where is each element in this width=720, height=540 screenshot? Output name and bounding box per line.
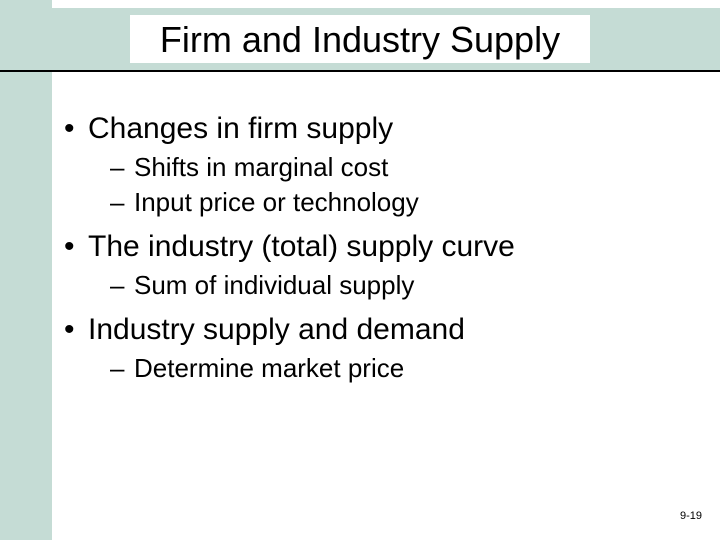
- content-area: Changes in firm supply Shifts in margina…: [64, 100, 704, 388]
- sidebar-accent: [0, 0, 52, 540]
- title-band: Firm and Industry Supply: [0, 8, 720, 72]
- bullet-level2: Shifts in marginal cost: [64, 152, 704, 183]
- slide-number: 9-19: [680, 510, 702, 522]
- bullet-level1: Industry supply and demand: [64, 313, 704, 347]
- bullet-level1: The industry (total) supply curve: [64, 230, 704, 264]
- bullet-level2: Input price or technology: [64, 187, 704, 218]
- bullet-level1: Changes in firm supply: [64, 112, 704, 146]
- title-inner: Firm and Industry Supply: [130, 15, 590, 63]
- slide-title: Firm and Industry Supply: [160, 19, 560, 61]
- bullet-level2: Determine market price: [64, 353, 704, 384]
- bullet-level2: Sum of individual supply: [64, 270, 704, 301]
